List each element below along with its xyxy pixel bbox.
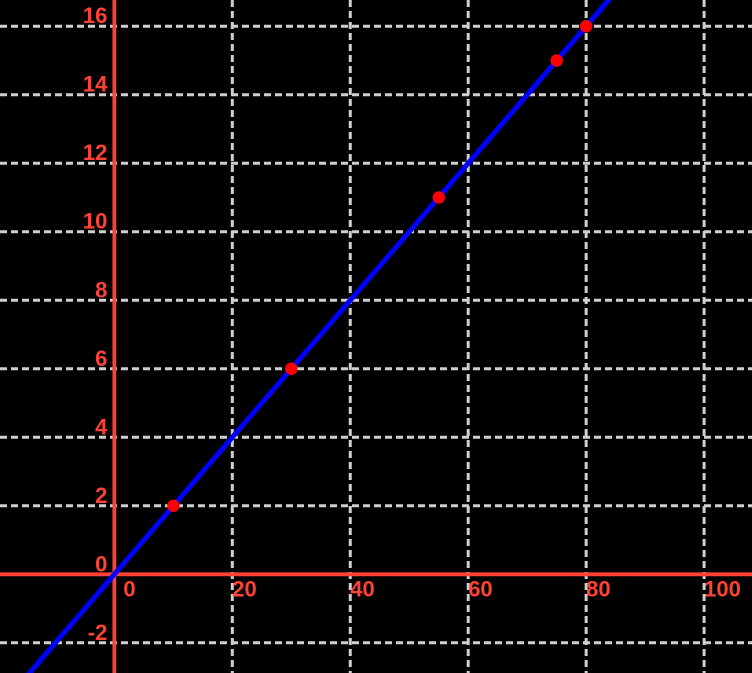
svg-text:-2: -2 [88, 620, 108, 645]
svg-text:6: 6 [95, 346, 107, 371]
svg-text:40: 40 [350, 576, 374, 601]
svg-text:2: 2 [95, 483, 107, 508]
svg-text:60: 60 [468, 576, 492, 601]
svg-text:0: 0 [123, 576, 135, 601]
svg-text:8: 8 [95, 277, 107, 302]
svg-text:12: 12 [83, 140, 107, 165]
svg-text:0: 0 [95, 551, 107, 576]
svg-text:4: 4 [95, 414, 108, 439]
svg-text:16: 16 [83, 3, 107, 28]
svg-text:14: 14 [83, 72, 108, 97]
svg-text:20: 20 [232, 576, 256, 601]
svg-text:100: 100 [704, 576, 741, 601]
svg-text:80: 80 [586, 576, 610, 601]
svg-text:10: 10 [83, 209, 107, 234]
